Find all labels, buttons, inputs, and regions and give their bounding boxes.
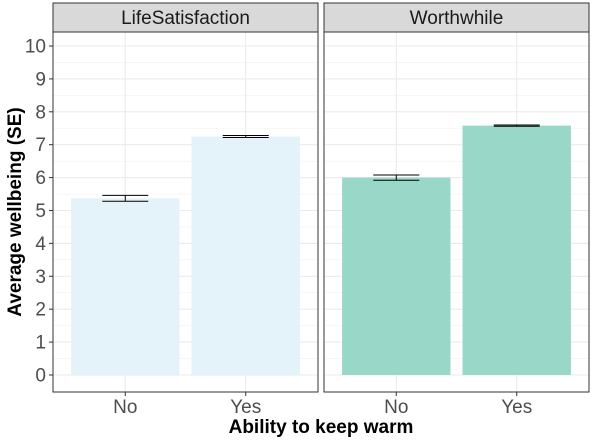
y-tick-label: 4 bbox=[35, 234, 46, 255]
y-tick-label: 8 bbox=[35, 102, 46, 123]
error-bar bbox=[373, 174, 420, 181]
x-axis: No Yes No Yes bbox=[113, 392, 532, 418]
bar-yes bbox=[191, 136, 300, 375]
y-tick-label: 9 bbox=[35, 69, 46, 90]
bar-no bbox=[71, 198, 180, 375]
x-tick-label: No bbox=[384, 397, 408, 418]
facet-worthwhile: Worthwhile bbox=[323, 2, 590, 393]
panel-border bbox=[323, 31, 590, 393]
x-tick-label: No bbox=[113, 397, 137, 418]
y-axis-title: Average wellbeing (SE) bbox=[5, 107, 26, 316]
x-tick-label: Yes bbox=[501, 397, 532, 418]
error-bar bbox=[222, 134, 269, 138]
y-tick-label: 7 bbox=[35, 135, 46, 156]
y-tick-label: 3 bbox=[35, 267, 46, 288]
x-tick-label: Yes bbox=[230, 397, 261, 418]
facet-title: Worthwhile bbox=[410, 8, 504, 29]
y-tick-label: 0 bbox=[35, 366, 46, 387]
facet-life-satisfaction: LifeSatisfaction bbox=[52, 2, 319, 393]
bars bbox=[342, 124, 571, 375]
facet-title: LifeSatisfaction bbox=[121, 8, 250, 29]
x-axis-title: Ability to keep warm bbox=[229, 417, 414, 438]
bar-no bbox=[342, 177, 451, 375]
panel-border bbox=[52, 31, 319, 393]
y-tick-label: 2 bbox=[35, 300, 46, 321]
y-tick-label: 10 bbox=[25, 37, 46, 58]
y-tick-label: 1 bbox=[35, 333, 46, 354]
error-bar bbox=[493, 124, 540, 127]
y-tick-label: 6 bbox=[35, 168, 46, 189]
bar-yes bbox=[462, 125, 571, 375]
y-axis: 0 1 2 3 4 5 6 7 8 9 10 bbox=[25, 37, 53, 387]
bars bbox=[71, 134, 300, 375]
facet-strip bbox=[323, 2, 590, 33]
y-tick-label: 5 bbox=[35, 201, 46, 222]
error-bar bbox=[102, 194, 149, 202]
facet-strip bbox=[52, 2, 319, 33]
